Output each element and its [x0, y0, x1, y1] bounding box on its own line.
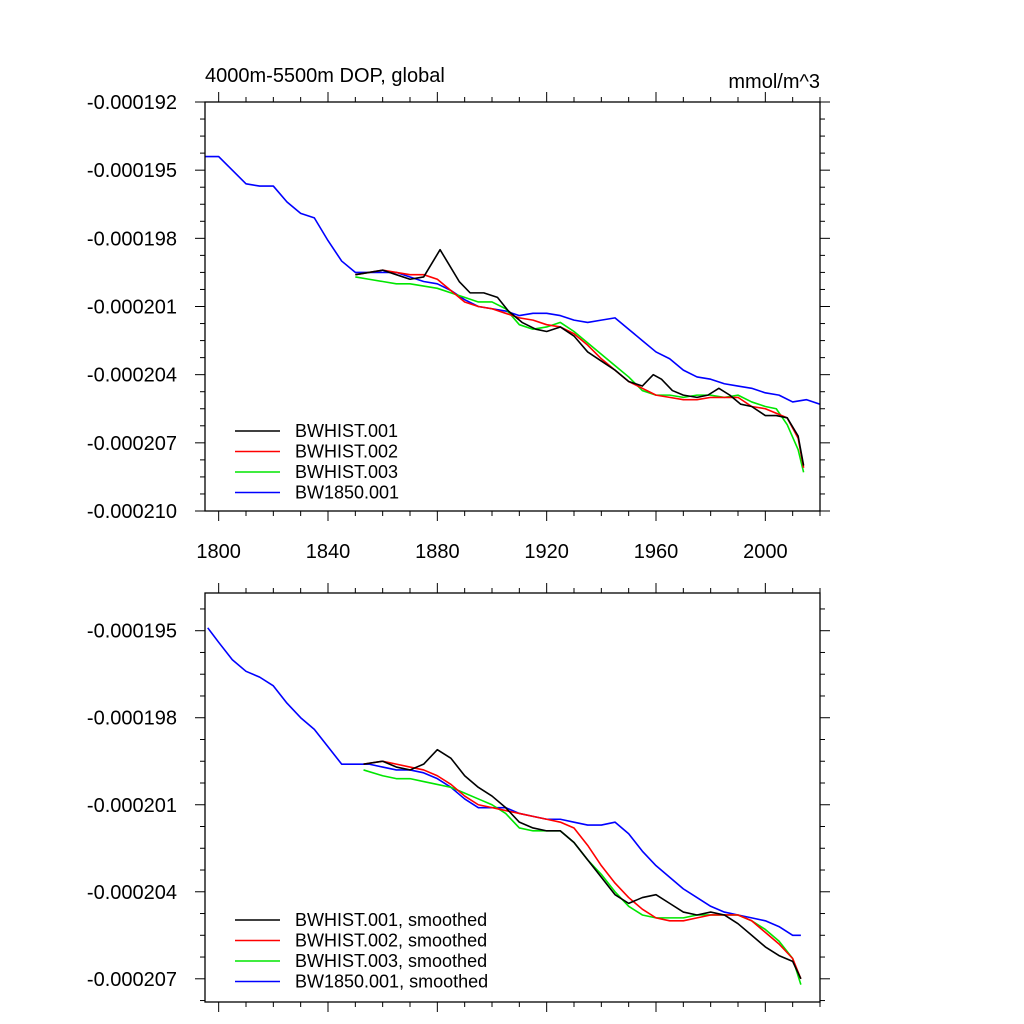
chart-title: 4000m-5500m DOP, global: [205, 65, 445, 87]
y-tick-label: -0.000210: [87, 501, 177, 523]
legend-label: BWHIST.001: [295, 421, 398, 441]
chart-units: mmol/m^3: [728, 71, 820, 93]
series-line-1: [355, 248, 805, 466]
series-line-2: [355, 269, 805, 468]
legend-label: BWHIST.001, smoothed: [295, 910, 487, 930]
legend-label: BWHIST.002: [295, 442, 398, 462]
x-tick-label: 1920: [524, 541, 569, 563]
plot-frame: [204, 592, 821, 1003]
series-line-4: [205, 155, 820, 405]
x-tick-label: 1840: [306, 541, 351, 563]
series-line-3: [355, 276, 805, 473]
chart-panel-2: -0.000195 -0.000198 -0.000201 -0.000204 -0.0…: [87, 583, 830, 1012]
x-tick-label: 2000: [743, 541, 788, 563]
y-tick-label: -0.000195: [87, 160, 177, 182]
legend-label: BWHIST.003, smoothed: [295, 951, 487, 971]
y-tick-label: -0.000204: [87, 365, 177, 387]
y-tick-label: -0.000201: [87, 297, 177, 319]
legend-label: BW1850.001, smoothed: [295, 972, 488, 992]
y-tick-label: -0.000201: [87, 795, 177, 817]
plot-frame: [204, 101, 821, 512]
y-tick-label: -0.000198: [87, 708, 177, 730]
y-tick-label: -0.000195: [87, 621, 177, 643]
y-tick-label: -0.000207: [87, 969, 177, 991]
series-line-4: [207, 627, 801, 937]
y-tick-label: -0.000204: [87, 882, 177, 904]
y-tick-label: -0.000198: [87, 228, 177, 250]
legend-label: BWHIST.002, smoothed: [295, 931, 487, 951]
series-line-1: [363, 748, 802, 980]
legend-label: BW1850.001: [295, 483, 399, 503]
x-tick-label: 1960: [634, 541, 679, 563]
x-tick-label: 1800: [196, 541, 241, 563]
y-tick-label: -0.000207: [87, 433, 177, 455]
legend-label: BWHIST.003: [295, 462, 398, 482]
y-tick-label: -0.000192: [87, 92, 177, 114]
series-line-2: [363, 760, 802, 980]
chart-panel-1: 4000m-5500m DOP, global mmol/m^3 -0.000192…: [87, 65, 830, 563]
x-tick-label: 1880: [415, 541, 460, 563]
